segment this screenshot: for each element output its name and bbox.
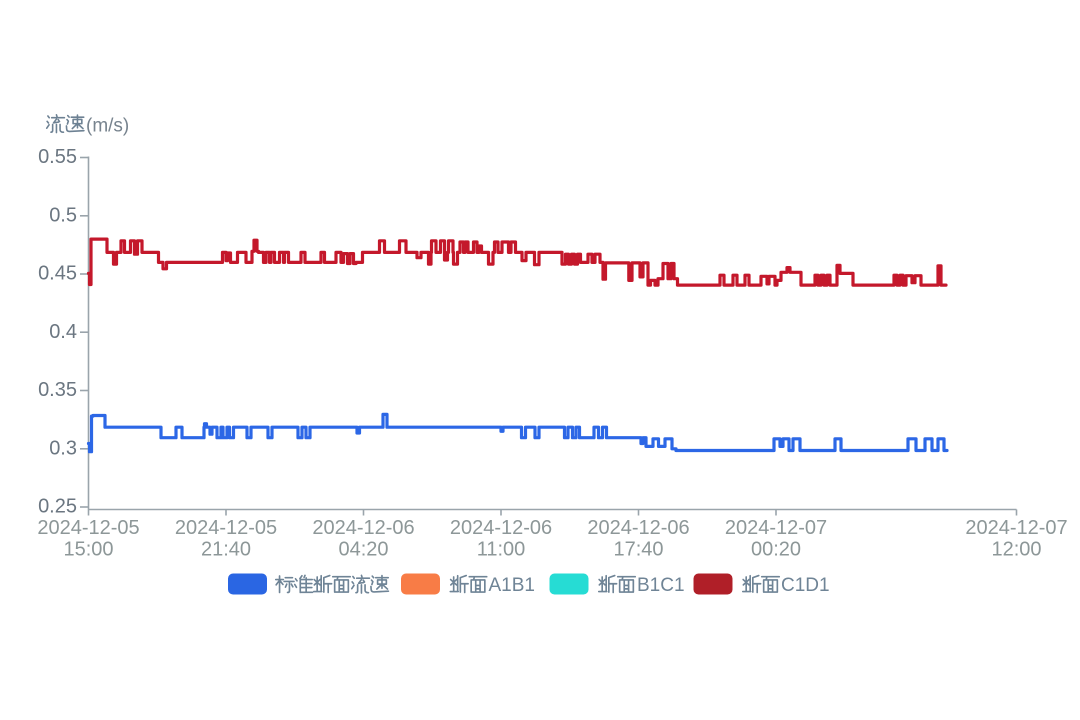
svg-text:15:00: 15:00 <box>63 539 113 561</box>
svg-text:0.45: 0.45 <box>38 263 77 285</box>
svg-text:2024-12-07: 2024-12-07 <box>965 517 1067 539</box>
svg-text:2024-12-07: 2024-12-07 <box>725 517 827 539</box>
svg-text:2024-12-05: 2024-12-05 <box>37 517 139 539</box>
svg-text:0.3: 0.3 <box>49 437 77 459</box>
svg-text:C1D1: C1D1 <box>781 575 830 596</box>
svg-text:B1C1: B1C1 <box>637 575 685 596</box>
svg-text:0.55: 0.55 <box>38 146 77 168</box>
svg-text:11:00: 11:00 <box>477 539 526 561</box>
svg-text:(m/s): (m/s) <box>86 116 129 137</box>
svg-text:2024-12-06: 2024-12-06 <box>450 517 552 539</box>
svg-text:00:20: 00:20 <box>751 539 801 561</box>
svg-text:2024-12-05: 2024-12-05 <box>175 517 277 539</box>
svg-text:12:00: 12:00 <box>991 539 1041 561</box>
svg-text:0.5: 0.5 <box>49 204 77 226</box>
svg-text:0.4: 0.4 <box>49 321 77 343</box>
svg-text:0.35: 0.35 <box>38 379 77 401</box>
svg-text:04:20: 04:20 <box>338 539 388 561</box>
svg-text:A1B1: A1B1 <box>489 575 535 596</box>
svg-text:17:40: 17:40 <box>613 539 663 561</box>
svg-text:2024-12-06: 2024-12-06 <box>312 517 414 539</box>
svg-text:21:40: 21:40 <box>201 539 251 561</box>
svg-text:0.25: 0.25 <box>38 496 77 518</box>
svg-text:2024-12-06: 2024-12-06 <box>587 517 689 539</box>
